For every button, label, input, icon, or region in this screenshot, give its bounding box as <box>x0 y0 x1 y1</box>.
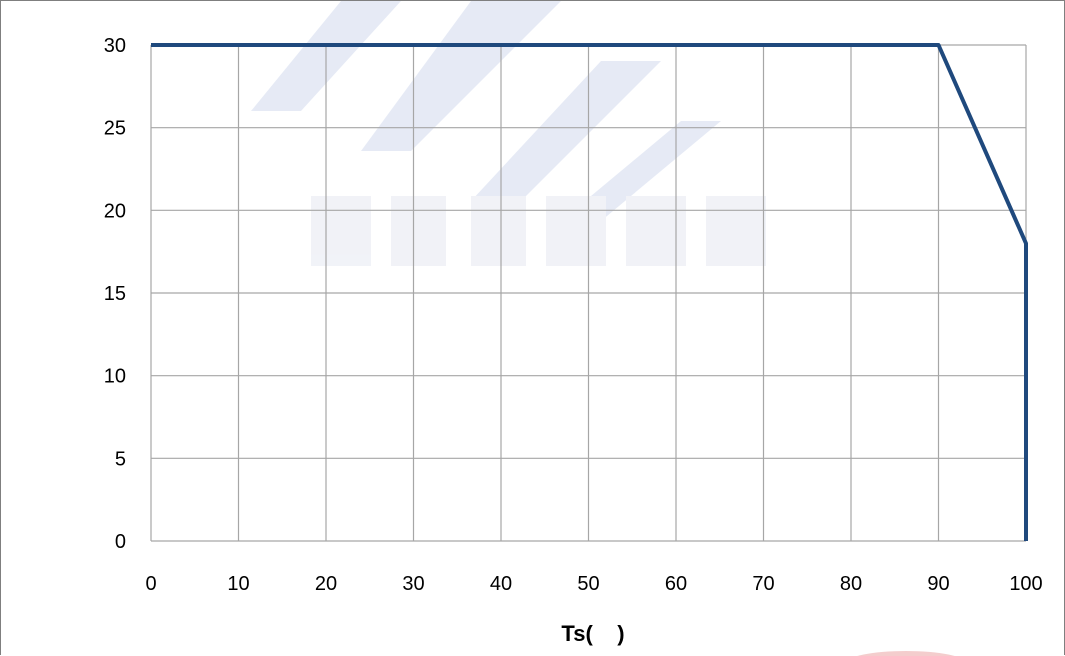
x-tick-label: 30 <box>402 573 424 595</box>
watermark-block-6 <box>706 196 766 266</box>
plot-area <box>151 43 1028 541</box>
x-axis-labels: 0 10 20 30 40 50 60 70 80 90 100 <box>145 573 1042 595</box>
watermark-red-mark <box>857 651 955 656</box>
watermark-stroke-4 <box>561 121 721 221</box>
watermark-block-1 <box>311 196 371 266</box>
grid <box>150 44 1027 542</box>
x-tick-label: 60 <box>665 573 687 595</box>
x-tick-label: 80 <box>840 573 862 595</box>
watermark-block-2 <box>391 196 446 266</box>
y-tick-label: 5 <box>115 448 126 470</box>
series-line <box>151 43 1028 541</box>
x-axis-title: Ts( ) <box>561 621 624 646</box>
x-tick-label: 10 <box>227 573 249 595</box>
y-tick-label: 20 <box>104 200 126 222</box>
y-tick-label: 0 <box>115 531 126 553</box>
y-tick-label: 10 <box>104 366 126 388</box>
watermark-block-4 <box>546 196 606 266</box>
watermark-block-5 <box>626 196 686 266</box>
x-tick-label: 0 <box>145 573 156 595</box>
watermark-block-3 <box>471 196 526 266</box>
y-tick-label: 30 <box>104 35 126 57</box>
watermark <box>251 1 955 656</box>
watermark-stroke-3 <box>471 61 661 201</box>
y-tick-label: 15 <box>104 283 126 305</box>
x-tick-label: 50 <box>577 573 599 595</box>
x-tick-label: 20 <box>315 573 337 595</box>
x-tick-label: 100 <box>1009 573 1042 595</box>
watermark-stroke-2 <box>361 1 561 151</box>
x-tick-label: 40 <box>490 573 512 595</box>
y-tick-label: 25 <box>104 118 126 140</box>
y-axis-labels: 0 5 10 15 20 25 30 <box>104 35 126 553</box>
x-tick-label: 90 <box>927 573 949 595</box>
x-tick-label: 70 <box>752 573 774 595</box>
